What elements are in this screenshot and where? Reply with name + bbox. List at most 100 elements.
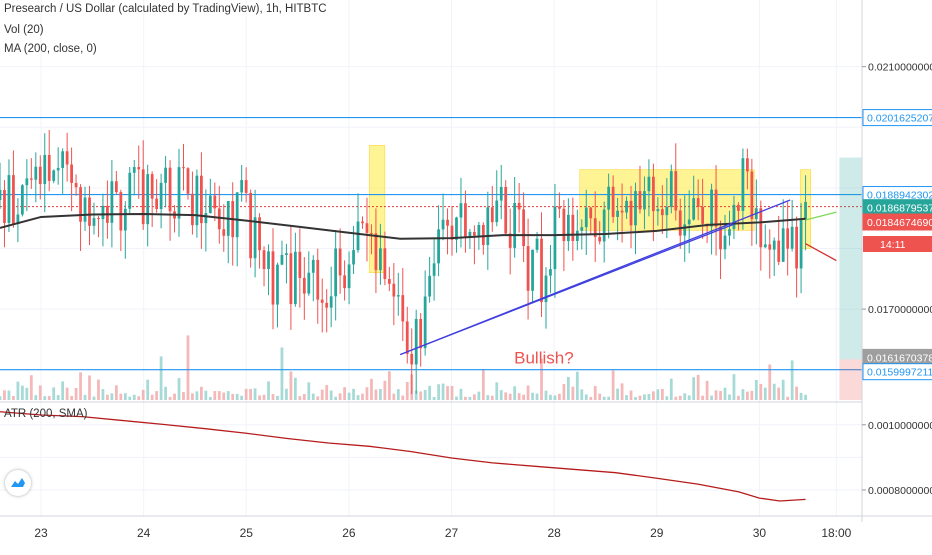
volume-bar bbox=[737, 395, 740, 400]
candle-body bbox=[302, 277, 306, 294]
volume-bar bbox=[781, 379, 785, 400]
candle-body bbox=[553, 206, 557, 270]
trend-line-blue bbox=[399, 199, 791, 356]
volume-bar bbox=[0, 396, 2, 400]
candle-body bbox=[544, 275, 548, 303]
candle-body bbox=[508, 233, 512, 248]
candle-body bbox=[701, 206, 705, 224]
candle-body bbox=[240, 180, 244, 193]
volume-bar bbox=[7, 390, 11, 400]
volume-bar bbox=[370, 378, 373, 400]
volume-bar bbox=[110, 393, 114, 400]
candle-body bbox=[638, 191, 642, 210]
candle-body bbox=[25, 178, 29, 186]
volume-bar bbox=[47, 396, 51, 400]
candle-body bbox=[652, 176, 655, 212]
x-tick-label: 26 bbox=[342, 526, 356, 540]
volume-bar bbox=[446, 386, 449, 400]
volume-bar bbox=[164, 386, 167, 400]
volume-bar bbox=[204, 390, 208, 400]
x-tick-label: 24 bbox=[137, 526, 151, 540]
volume-bar bbox=[347, 392, 351, 400]
candle-body bbox=[750, 171, 754, 220]
candle-body bbox=[88, 197, 91, 226]
volume-bar bbox=[150, 394, 154, 400]
volume-bar bbox=[696, 374, 700, 400]
candle-body bbox=[472, 231, 476, 236]
candle-body bbox=[580, 227, 584, 231]
candle-body bbox=[195, 175, 199, 226]
candle-body bbox=[298, 251, 302, 278]
candle-body bbox=[150, 174, 154, 199]
volume-bar bbox=[141, 389, 145, 400]
candle-body bbox=[799, 220, 803, 269]
volume-bar bbox=[575, 371, 579, 400]
volume-bar bbox=[329, 390, 333, 400]
volume-bar bbox=[414, 390, 418, 400]
volume-indicator-label[interactable]: Vol (20) bbox=[4, 24, 44, 36]
volume-bar bbox=[405, 381, 409, 400]
countdown-text: 14:11 bbox=[880, 239, 906, 251]
volume-bar bbox=[625, 395, 628, 400]
candle-body bbox=[710, 189, 713, 227]
volume-bar bbox=[253, 388, 257, 400]
candle-body bbox=[566, 214, 570, 242]
candle-body bbox=[455, 217, 458, 240]
candle-body bbox=[289, 253, 293, 305]
volume-bar bbox=[29, 375, 33, 400]
candle-body bbox=[660, 209, 664, 216]
candle-body bbox=[499, 186, 503, 201]
volume-bar bbox=[352, 388, 355, 400]
volume-bar bbox=[280, 347, 284, 400]
volume-bar bbox=[325, 385, 329, 400]
volume-bar bbox=[356, 395, 360, 400]
volume-bar bbox=[271, 394, 275, 400]
candle-body bbox=[464, 203, 467, 237]
volume-bar bbox=[455, 396, 458, 400]
candle-body bbox=[401, 295, 405, 322]
candle-body bbox=[347, 264, 351, 289]
candle-body bbox=[419, 318, 423, 349]
price-label-text: 0.0188942302 bbox=[867, 190, 932, 202]
candle-body bbox=[781, 228, 785, 262]
x-tick-label: 29 bbox=[650, 526, 664, 540]
volume-bar bbox=[97, 379, 100, 400]
candle-body bbox=[526, 246, 530, 291]
volume-bar bbox=[504, 392, 508, 400]
volume-bar bbox=[25, 387, 29, 400]
tradingview-logo-icon[interactable] bbox=[5, 470, 31, 496]
atr-indicator-label[interactable]: ATR (200, SMA) bbox=[4, 408, 88, 420]
volume-bar bbox=[244, 388, 248, 400]
volume-bar bbox=[182, 392, 185, 400]
ma-indicator-label[interactable]: MA (200, close, 0) bbox=[4, 43, 97, 55]
volume-bar bbox=[383, 380, 387, 400]
candle-body bbox=[602, 209, 606, 242]
volume-bar bbox=[432, 396, 436, 400]
candle-body bbox=[137, 167, 141, 170]
volume-bar bbox=[392, 393, 396, 400]
candle-body bbox=[186, 168, 190, 194]
candle-body bbox=[20, 185, 24, 215]
candle-body bbox=[737, 204, 740, 211]
candle-body bbox=[110, 181, 114, 223]
volume-bar bbox=[101, 389, 105, 400]
candle-body bbox=[132, 167, 136, 173]
volume-bar bbox=[665, 396, 669, 400]
candle-body bbox=[191, 193, 194, 226]
volume-bar bbox=[191, 393, 194, 400]
volume-bar bbox=[38, 385, 42, 400]
volume-bar bbox=[387, 371, 391, 400]
volume-bar bbox=[795, 386, 798, 400]
candle-body bbox=[200, 175, 203, 224]
candle-body bbox=[3, 190, 6, 223]
bullish-annotation: Bullish? bbox=[514, 349, 574, 368]
volume-bar bbox=[768, 364, 772, 400]
candle-body bbox=[329, 296, 333, 308]
candle-body bbox=[620, 210, 624, 213]
candle-body bbox=[92, 218, 96, 226]
candle-body bbox=[593, 218, 597, 237]
candle-body bbox=[352, 250, 355, 265]
candle-body bbox=[47, 154, 51, 181]
volume-bar bbox=[629, 390, 633, 400]
